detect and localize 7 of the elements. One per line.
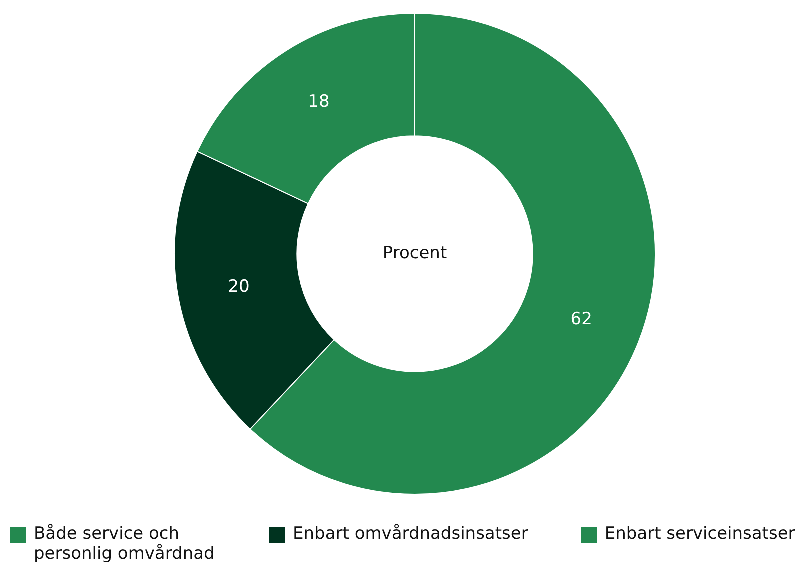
data-label: 62 [570,309,592,330]
legend-label: Enbart omvårdnadsinsatser [293,524,528,544]
legend-label: Enbart serviceinsatser [604,524,796,544]
text: Procent [382,243,448,264]
data-label: 18 [308,92,330,112]
legend-label: Både service och personlig omvårdnad [34,524,216,564]
data-label: 20 [228,276,250,297]
